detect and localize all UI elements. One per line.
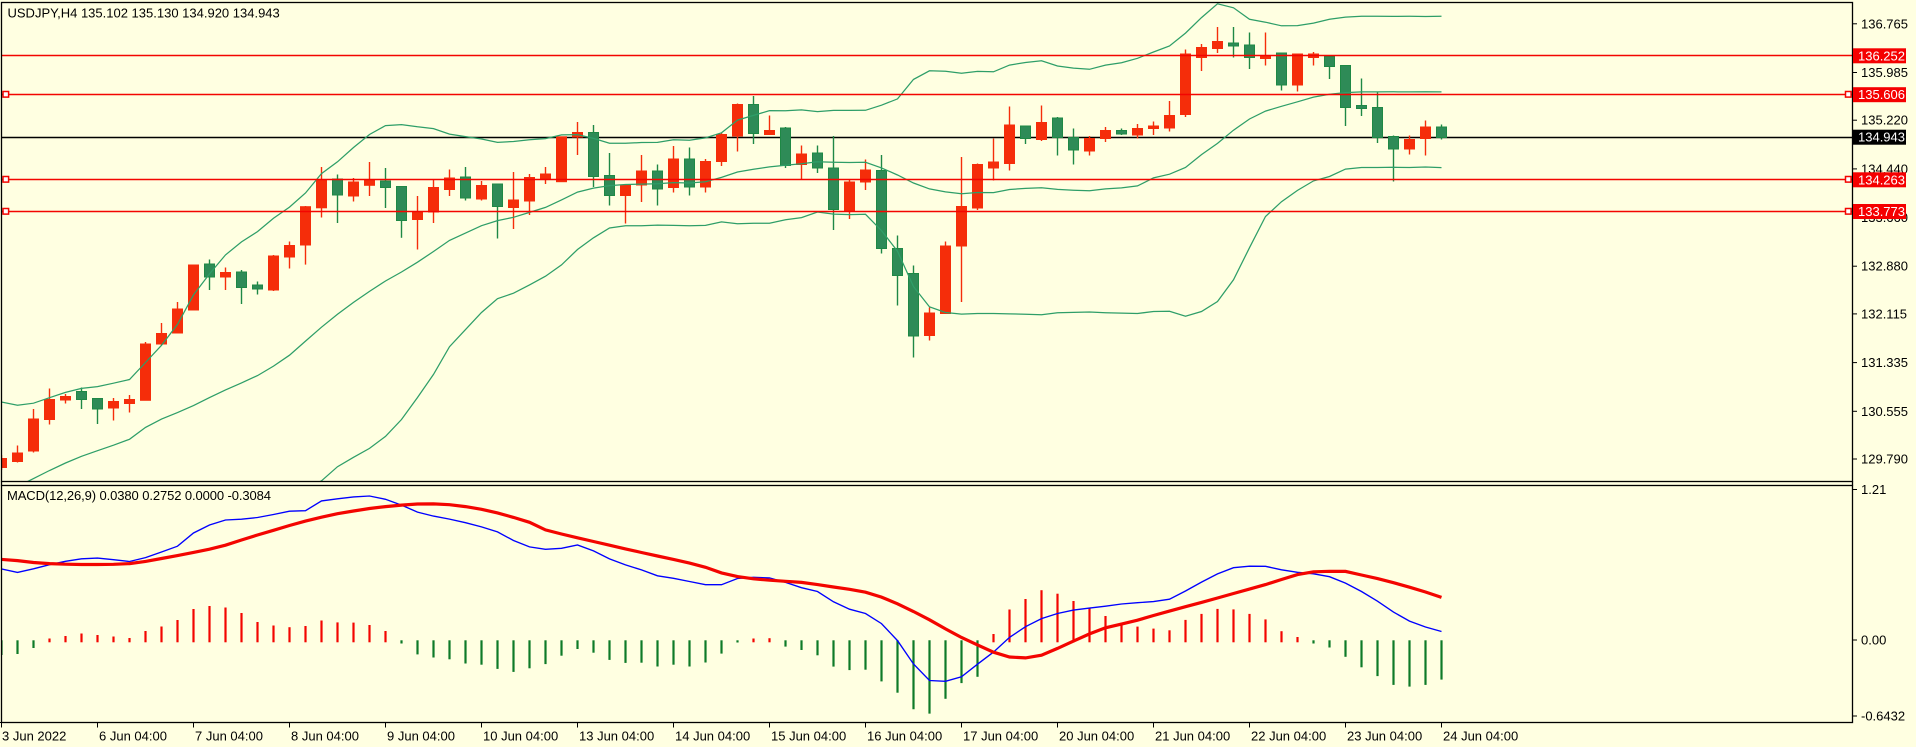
- svg-text:20 Jun 04:00: 20 Jun 04:00: [1059, 729, 1134, 744]
- svg-text:10 Jun 04:00: 10 Jun 04:00: [483, 729, 558, 744]
- svg-text:129.790: 129.790: [1861, 452, 1908, 467]
- svg-text:21 Jun 04:00: 21 Jun 04:00: [1155, 729, 1230, 744]
- svg-text:16 Jun 04:00: 16 Jun 04:00: [867, 729, 942, 744]
- svg-text:15 Jun 04:00: 15 Jun 04:00: [771, 729, 846, 744]
- svg-text:-0.6432: -0.6432: [1861, 709, 1905, 724]
- svg-text:3 Jun 2022: 3 Jun 2022: [2, 729, 66, 744]
- svg-text:USDJPY,H4 135.102 135.130 134: USDJPY,H4 135.102 135.130 134.920 134.94…: [8, 5, 280, 20]
- svg-text:14 Jun 04:00: 14 Jun 04:00: [675, 729, 750, 744]
- svg-text:131.335: 131.335: [1861, 355, 1908, 370]
- svg-text:24 Jun 04:00: 24 Jun 04:00: [1443, 729, 1518, 744]
- svg-text:17 Jun 04:00: 17 Jun 04:00: [963, 729, 1038, 744]
- svg-text:7 Jun 04:00: 7 Jun 04:00: [195, 729, 263, 744]
- svg-text:135.985: 135.985: [1861, 65, 1908, 80]
- svg-text:23 Jun 04:00: 23 Jun 04:00: [1347, 729, 1422, 744]
- svg-text:134.263: 134.263: [1858, 172, 1905, 187]
- svg-text:134.943: 134.943: [1858, 130, 1905, 145]
- svg-text:6 Jun 04:00: 6 Jun 04:00: [99, 729, 167, 744]
- svg-text:13 Jun 04:00: 13 Jun 04:00: [579, 729, 654, 744]
- svg-text:135.220: 135.220: [1861, 113, 1908, 128]
- svg-text:22 Jun 04:00: 22 Jun 04:00: [1251, 729, 1326, 744]
- svg-text:1.21: 1.21: [1861, 482, 1886, 497]
- svg-text:8 Jun 04:00: 8 Jun 04:00: [291, 729, 359, 744]
- svg-text:130.555: 130.555: [1861, 404, 1908, 419]
- svg-text:136.252: 136.252: [1858, 48, 1905, 63]
- svg-text:135.606: 135.606: [1858, 87, 1905, 102]
- svg-text:136.765: 136.765: [1861, 16, 1908, 31]
- svg-text:9 Jun 04:00: 9 Jun 04:00: [387, 729, 455, 744]
- svg-text:0.00: 0.00: [1861, 633, 1886, 648]
- svg-text:MACD(12,26,9) 0.0380 0.2752 0.: MACD(12,26,9) 0.0380 0.2752 0.0000 -0.30…: [7, 488, 271, 503]
- svg-text:132.880: 132.880: [1861, 259, 1908, 274]
- svg-text:132.115: 132.115: [1861, 306, 1907, 321]
- svg-text:133.773: 133.773: [1858, 204, 1905, 219]
